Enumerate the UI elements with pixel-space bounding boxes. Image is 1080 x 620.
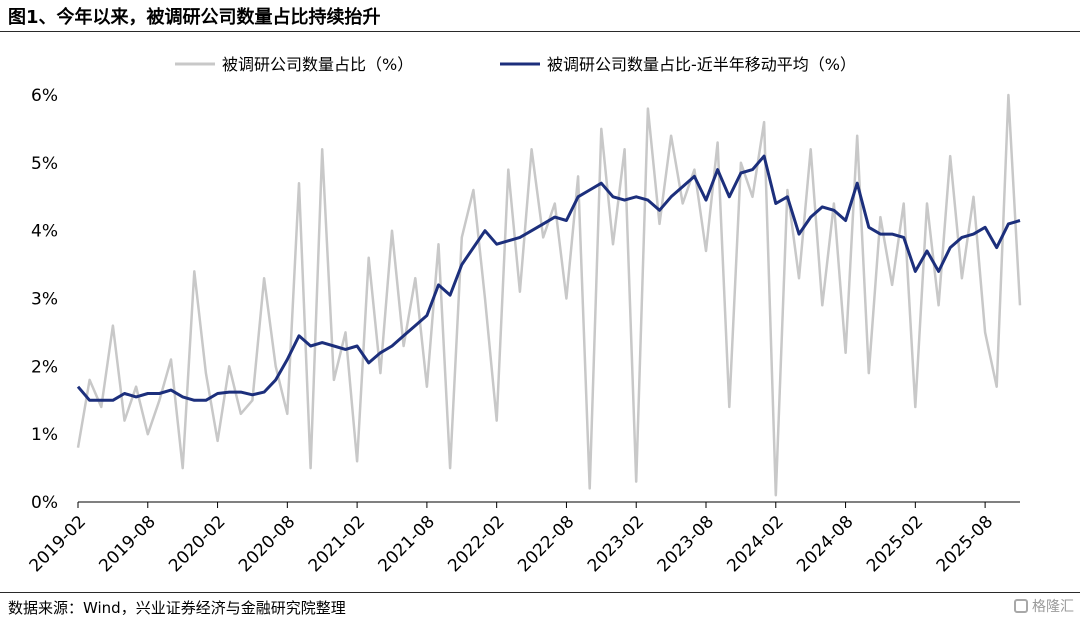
x-tick-label: 2021-02 xyxy=(305,512,369,576)
x-tick-label: 2022-08 xyxy=(514,512,578,576)
title-divider xyxy=(0,31,1080,32)
x-axis: 2019-02 2019-08 2020-02 2020-08 2021-02 2021-… xyxy=(26,501,1020,576)
chart-title: 图1、今年以来，被调研公司数量占比持续抬升 xyxy=(8,7,381,28)
source-note: 数据来源：Wind，兴业证券经济与金融研究院整理 xyxy=(8,599,346,617)
x-tick-label: 2022-02 xyxy=(444,512,508,576)
watermark: 格隆汇 xyxy=(1014,596,1074,616)
legend-label-ma: 被调研公司数量占比-近半年移动平均（%） xyxy=(547,55,856,74)
x-tick-label: 2019-02 xyxy=(26,512,90,576)
y-tick-label: 6% xyxy=(31,86,58,106)
series-line-raw xyxy=(76,93,1022,497)
x-tick-label: 2020-08 xyxy=(235,512,299,576)
watermark-logo-icon xyxy=(1014,599,1028,613)
y-tick-label: 4% xyxy=(31,222,58,242)
x-tick-label: 2023-02 xyxy=(584,512,648,576)
legend-label-raw: 被调研公司数量占比（%） xyxy=(222,55,413,74)
series-line-ma xyxy=(76,154,1021,402)
x-tick-label: 2024-02 xyxy=(723,512,787,576)
y-tick-label: 2% xyxy=(31,357,58,377)
x-tick-label: 2023-08 xyxy=(654,512,718,576)
x-tick-label: 2021-08 xyxy=(375,512,439,576)
x-tick-label: 2024-08 xyxy=(793,512,857,576)
y-tick-label: 1% xyxy=(31,425,58,445)
x-tick-label: 2025-08 xyxy=(933,512,997,576)
y-tick-label: 3% xyxy=(31,290,58,310)
y-tick-label: 0% xyxy=(31,493,58,513)
y-axis-tick-labels: 0% 1% 2% 3% 4% 5% 6% xyxy=(31,86,58,513)
footer-divider xyxy=(0,592,1080,593)
x-tick-label: 2025-02 xyxy=(863,512,927,576)
line-chart: 被调研公司数量占比（%） 被调研公司数量占比-近半年移动平均（%） 0% 1% 2%… xyxy=(26,55,1022,576)
y-tick-label: 5% xyxy=(31,154,58,174)
legend: 被调研公司数量占比（%） 被调研公司数量占比-近半年移动平均（%） xyxy=(175,55,856,74)
plot-area xyxy=(76,93,1022,497)
watermark-text: 格隆汇 xyxy=(1032,599,1074,615)
x-tick-label: 2019-08 xyxy=(95,512,159,576)
x-tick-label: 2020-02 xyxy=(165,512,229,576)
